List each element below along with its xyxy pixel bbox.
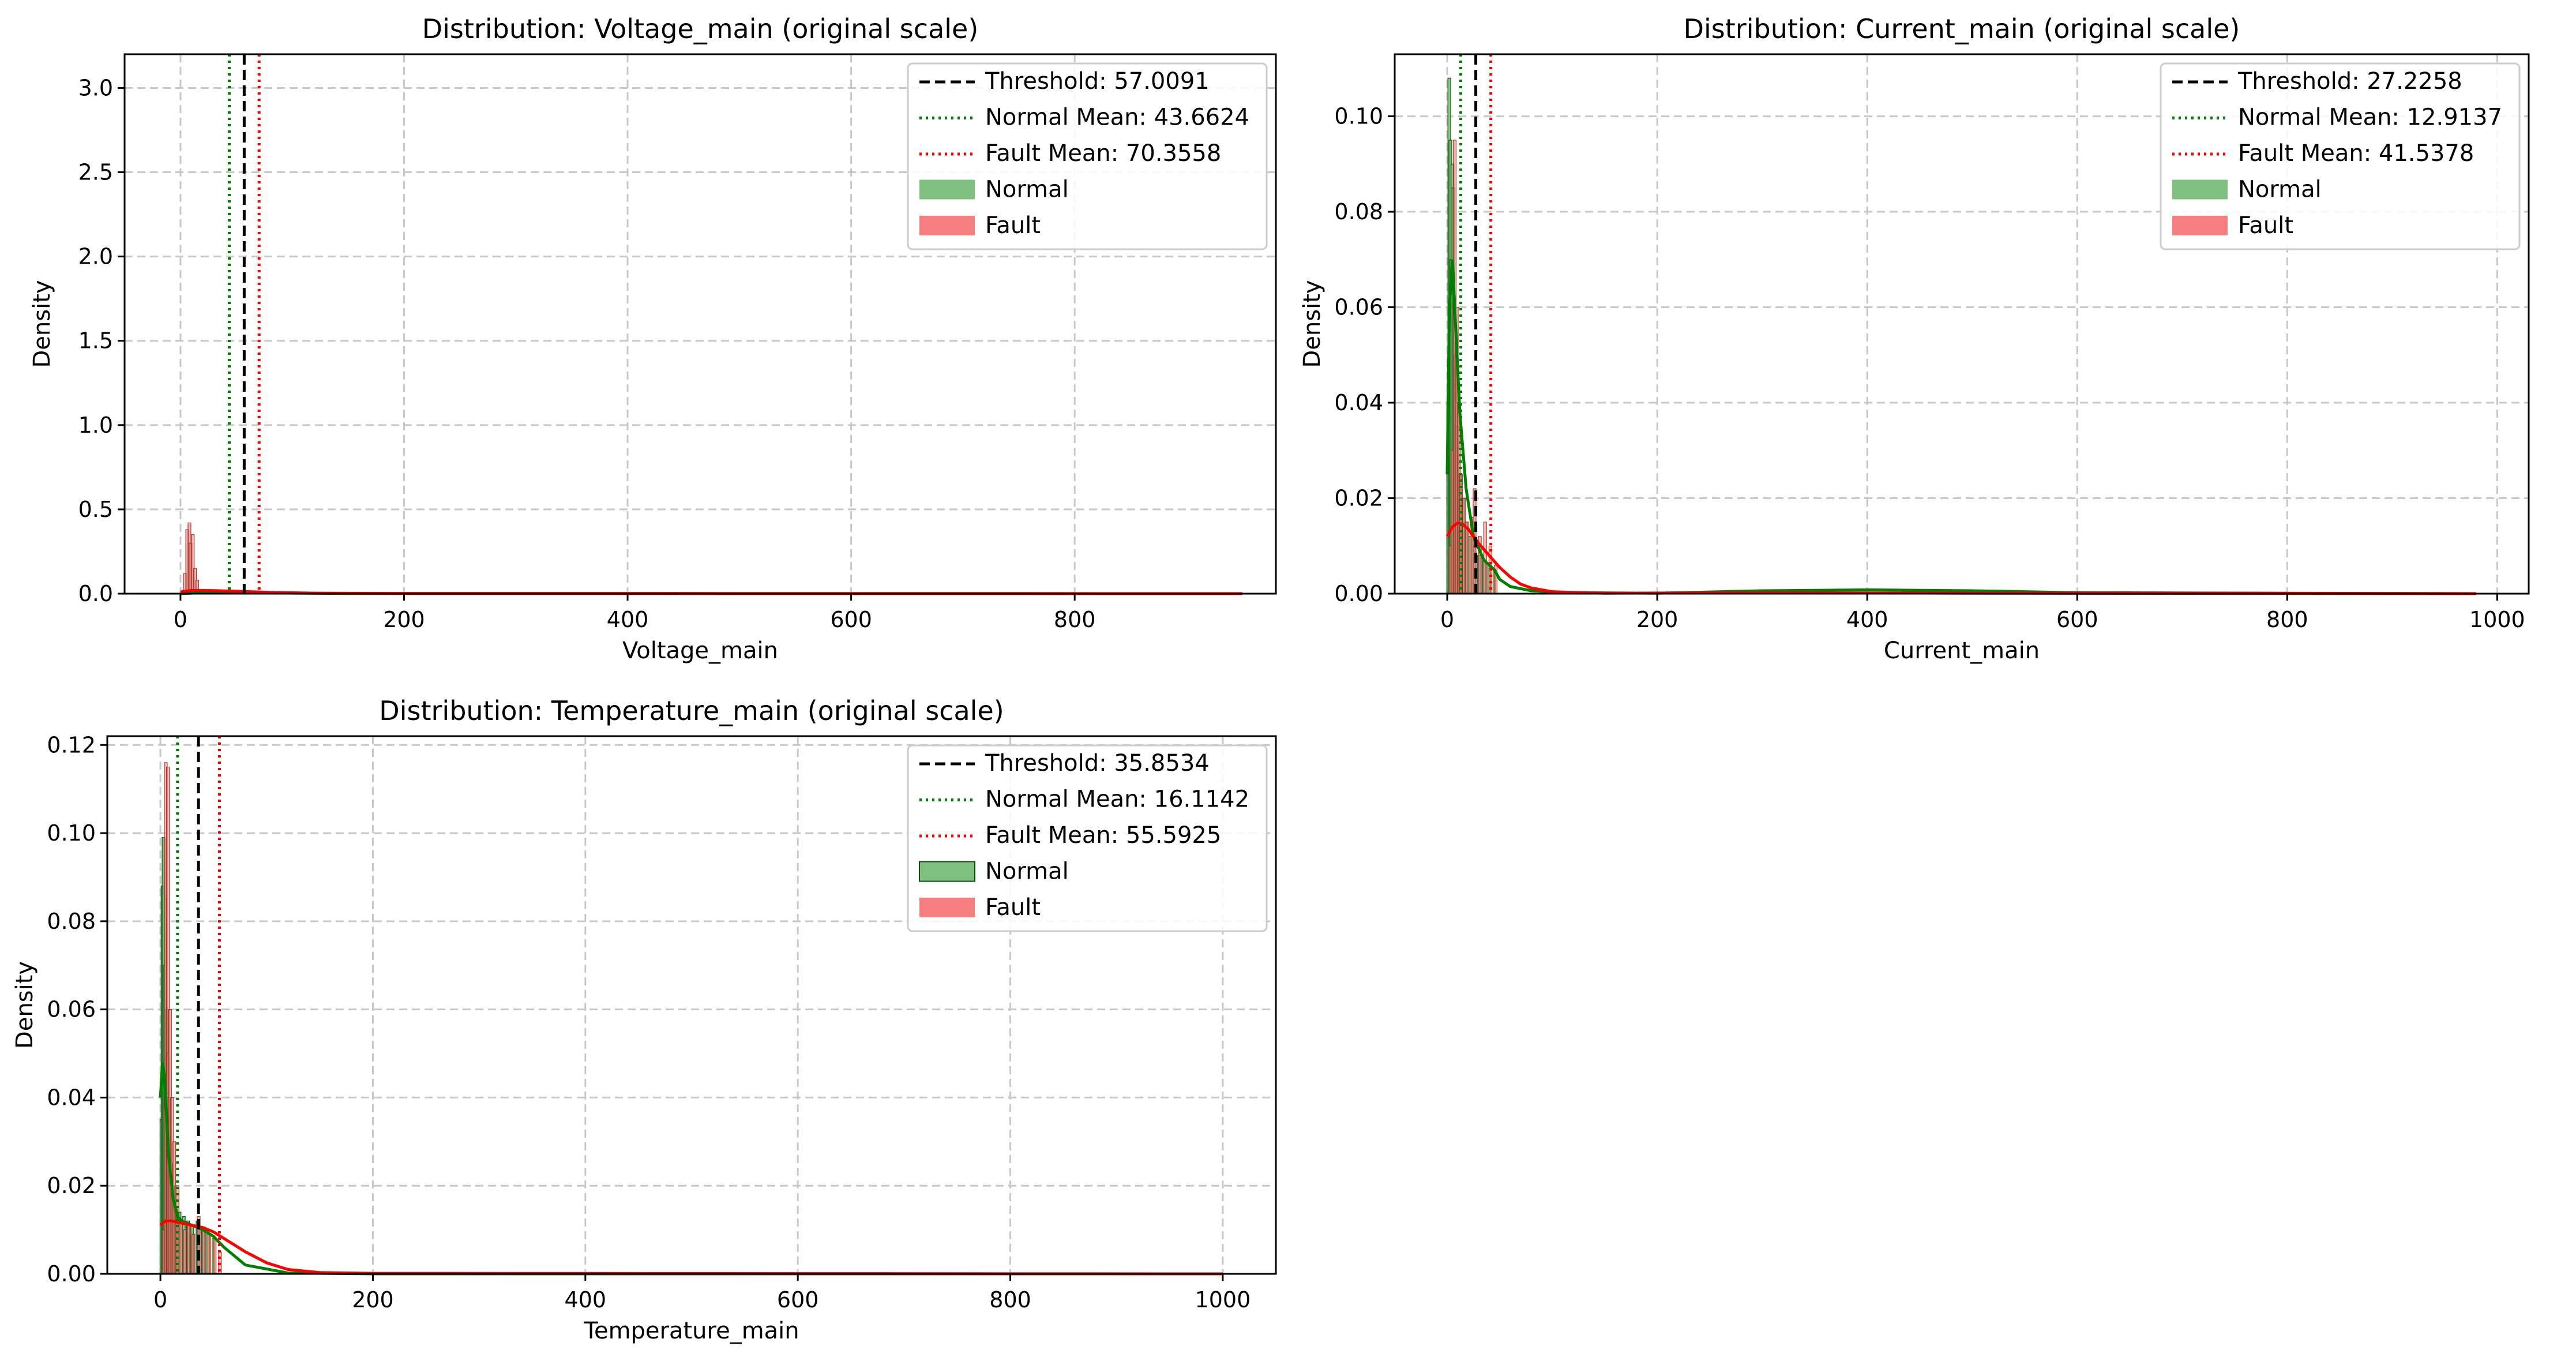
legend-handle-fault [919, 216, 975, 235]
legend-handle-fault [919, 898, 975, 917]
fault-bar [213, 1238, 217, 1274]
chart-panel-voltage: 0 200 400 600 800 0.0 0.5 1.0 1.5 2.0 2.5 3.0 Distri… [29, 13, 1277, 664]
normal-kde-line [159, 1062, 1223, 1276]
y-tick-label: 0.04 [1334, 390, 1383, 415]
legend: Threshold: 35.8534 Normal Mean: 16.1142 Fa… [907, 744, 1268, 932]
normal-kde-line [1445, 259, 2477, 595]
legend-box [907, 62, 1268, 250]
y-tick-label: 2.0 [78, 244, 113, 269]
legend-label: Normal [2238, 177, 2322, 203]
x-axis-label: Voltage_main [622, 638, 778, 664]
y-axis-label: Density [29, 280, 55, 367]
legend-label: Fault Mean: 41.5378 [2238, 140, 2474, 167]
fault-bar [1465, 522, 1469, 594]
y-tick-label: 0.08 [47, 909, 96, 934]
legend-handle-normal [2172, 179, 2228, 200]
legend-handle-normal [919, 861, 975, 882]
y-tick-label: 2.5 [78, 160, 113, 185]
y-tick-label: 3.0 [78, 75, 113, 100]
y-tick-label: 0.00 [47, 1261, 96, 1287]
x-tick-label: 600 [777, 1287, 819, 1312]
axes-frame [123, 53, 1277, 595]
legend-label: Threshold: 27.2258 [2237, 68, 2462, 95]
chart-title: Distribution: Voltage_main (original sca… [422, 13, 979, 44]
axes-frame [1394, 53, 2530, 595]
legend-box [2160, 62, 2521, 250]
chart-title: Distribution: Temperature_main (original… [379, 695, 1004, 726]
legend-label: Fault [985, 894, 1041, 921]
chart-panel-current: 0 200 400 600 800 1000 0.00 0.02 0.04 0.06 0.08 0.1… [1299, 13, 2530, 664]
y-axis-label: Density [1299, 280, 1325, 367]
y-tick-label: 0.06 [1334, 295, 1383, 320]
x-tick-label: 1000 [1195, 1287, 1251, 1312]
legend-label: Fault [985, 212, 1041, 239]
y-tick-label: 0.02 [1334, 486, 1383, 511]
y-tick-label: 0.10 [1334, 104, 1383, 129]
y-tick-label: 0.10 [47, 820, 96, 846]
x-tick-label: 400 [607, 607, 649, 632]
x-tick-label: 600 [2056, 607, 2098, 632]
x-tick-label: 800 [2266, 607, 2308, 632]
fault-bar [1462, 498, 1466, 594]
legend-label: Threshold: 35.8534 [985, 750, 1210, 777]
legend-label: Normal Mean: 43.6624 [985, 104, 1249, 131]
x-tick-label: 0 [153, 1287, 167, 1312]
fault-bar [187, 1225, 191, 1274]
legend-label: Fault [2238, 212, 2293, 239]
legend-handle-normal [919, 179, 975, 200]
chart-panel-temperature: 0 200 400 600 800 1000 0.00 0.02 0.04 0.06 0.08 0.1… [12, 695, 1277, 1344]
y-tick-label: 0.5 [78, 497, 113, 522]
y-axis-label: Density [12, 961, 38, 1049]
y-tick-label: 0.02 [47, 1173, 96, 1198]
legend-label: Fault Mean: 55.5925 [985, 822, 1221, 849]
x-axis-label: Temperature_main [583, 1318, 799, 1344]
x-tick-label: 0 [174, 607, 187, 632]
fault-bar [191, 1233, 196, 1274]
fault-bar [207, 1233, 211, 1274]
x-tick-label: 1000 [2469, 607, 2525, 632]
x-tick-label: 200 [1636, 607, 1678, 632]
fault-histogram [162, 762, 222, 1274]
fault-bar [183, 1229, 187, 1274]
legend-label: Normal [985, 177, 1069, 203]
fault-bar [202, 1229, 206, 1274]
legend-label: Normal [985, 858, 1069, 885]
y-tick-label: 0.00 [1334, 581, 1383, 606]
legend-label: Normal Mean: 16.1142 [985, 786, 1249, 813]
axes-frame [106, 735, 1277, 1275]
legend-label: Fault Mean: 70.3558 [985, 140, 1221, 167]
x-tick-label: 400 [1846, 607, 1888, 632]
legend-label: Normal Mean: 12.9137 [2238, 104, 2502, 131]
legend: Threshold: 57.0091 Normal Mean: 43.6624 Fa… [907, 62, 1268, 250]
fault-histogram [183, 522, 200, 594]
y-tick-label: 0.12 [47, 732, 96, 757]
y-tick-label: 0.06 [47, 997, 96, 1022]
y-tick-label: 1.0 [78, 412, 113, 438]
y-tick-label: 1.5 [78, 328, 113, 354]
fault-bar [175, 1185, 179, 1274]
legend-handle-fault [2172, 216, 2228, 235]
x-tick-label: 600 [830, 607, 872, 632]
x-tick-label: 0 [1440, 607, 1454, 632]
x-tick-label: 400 [565, 1287, 607, 1312]
y-tick-label: 0.08 [1334, 199, 1383, 224]
fault-bar [179, 1220, 183, 1274]
legend-label: Threshold: 57.0091 [985, 68, 1210, 95]
fault-kde-line [159, 1219, 1223, 1276]
x-tick-label: 800 [989, 1287, 1031, 1312]
chart-title: Distribution: Current_main (original sca… [1684, 13, 2240, 44]
y-tick-label: 0.04 [47, 1085, 96, 1110]
fault-kde-line [1445, 521, 2477, 595]
x-tick-label: 800 [1054, 607, 1096, 632]
y-tick-label: 0.0 [78, 581, 113, 606]
legend: Threshold: 27.2258 Normal Mean: 12.9137 Fa… [2160, 62, 2521, 250]
legend-box [907, 744, 1268, 932]
x-tick-label: 200 [383, 607, 425, 632]
x-axis-label: Current_main [1884, 638, 2040, 664]
x-tick-label: 200 [352, 1287, 394, 1312]
